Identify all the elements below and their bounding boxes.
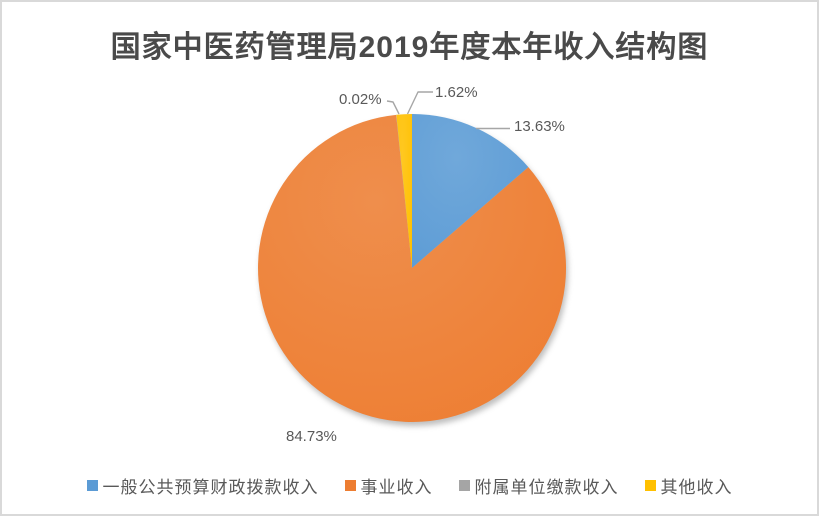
chart-title: 国家中医药管理局2019年度本年收入结构图 — [110, 31, 709, 64]
data-label-affiliated-income: 0.02% — [339, 91, 382, 108]
data-label-fiscal-income: 13.63% — [514, 118, 565, 135]
pie-slices — [258, 114, 567, 423]
leader-lines — [386, 91, 510, 130]
pie-slice-2 — [396, 114, 412, 268]
legend-label-affiliated-income: 附属单位缴款收入 — [474, 478, 619, 497]
legend-label-fiscal-income: 一般公共预算财政拨款收入 — [102, 478, 319, 497]
legend-swatch-affiliated-income — [458, 480, 470, 491]
legend-swatch-other-income — [644, 480, 656, 491]
legend-label-operating-income: 事业收入 — [360, 478, 433, 497]
legend-swatch-fiscal-income — [86, 480, 98, 491]
legend: 一般公共预算财政拨款收入 事业收入 附属单位缴款收入 其他收入 — [2, 473, 817, 498]
leader-line-affiliated-income — [386, 100, 400, 115]
legend-item-affiliated-income: 附属单位缴款收入 — [458, 473, 619, 498]
pie-slice-0 — [412, 114, 529, 268]
pie-slice-3 — [396, 114, 412, 268]
legend-item-operating-income: 事业收入 — [344, 473, 433, 498]
data-label-operating-income: 84.73% — [286, 428, 337, 445]
legend-label-other-income: 其他收入 — [660, 478, 733, 497]
legend-swatch-operating-income — [344, 480, 356, 491]
data-label-other-income: 1.62% — [435, 84, 478, 101]
legend-item-other-income: 其他收入 — [644, 473, 733, 498]
leader-line-other-income — [406, 91, 433, 115]
pie-slice-1 — [258, 114, 567, 423]
legend-item-fiscal-income: 一般公共预算财政拨款收入 — [86, 473, 319, 498]
